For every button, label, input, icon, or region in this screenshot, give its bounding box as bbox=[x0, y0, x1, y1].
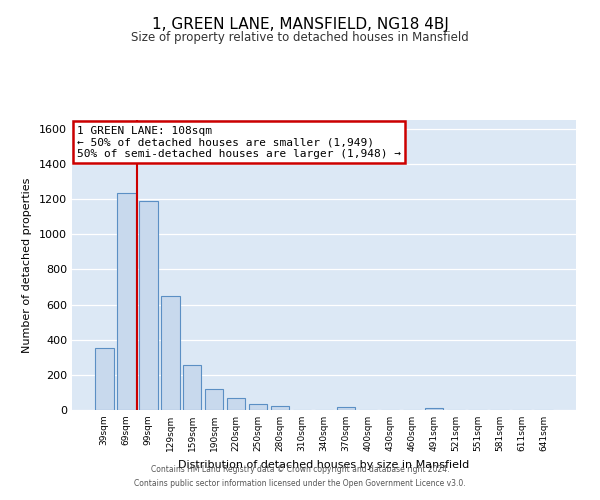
Bar bbox=[249, 404, 268, 410]
Bar bbox=[205, 390, 223, 410]
Text: 1, GREEN LANE, MANSFIELD, NG18 4BJ: 1, GREEN LANE, MANSFIELD, NG18 4BJ bbox=[152, 18, 448, 32]
Bar bbox=[183, 365, 202, 410]
Text: Contains HM Land Registry data © Crown copyright and database right 2024.
Contai: Contains HM Land Registry data © Crown c… bbox=[134, 466, 466, 487]
Text: 1 GREEN LANE: 108sqm
← 50% of detached houses are smaller (1,949)
50% of semi-de: 1 GREEN LANE: 108sqm ← 50% of detached h… bbox=[77, 126, 401, 159]
Text: Size of property relative to detached houses in Mansfield: Size of property relative to detached ho… bbox=[131, 31, 469, 44]
Bar bbox=[139, 201, 158, 410]
Bar bbox=[161, 296, 179, 410]
Bar bbox=[425, 408, 443, 410]
Y-axis label: Number of detached properties: Number of detached properties bbox=[22, 178, 32, 352]
Bar bbox=[117, 193, 136, 410]
X-axis label: Distribution of detached houses by size in Mansfield: Distribution of detached houses by size … bbox=[178, 460, 470, 469]
Bar bbox=[337, 408, 355, 410]
Bar bbox=[227, 398, 245, 410]
Bar bbox=[95, 348, 113, 410]
Bar bbox=[271, 406, 289, 410]
